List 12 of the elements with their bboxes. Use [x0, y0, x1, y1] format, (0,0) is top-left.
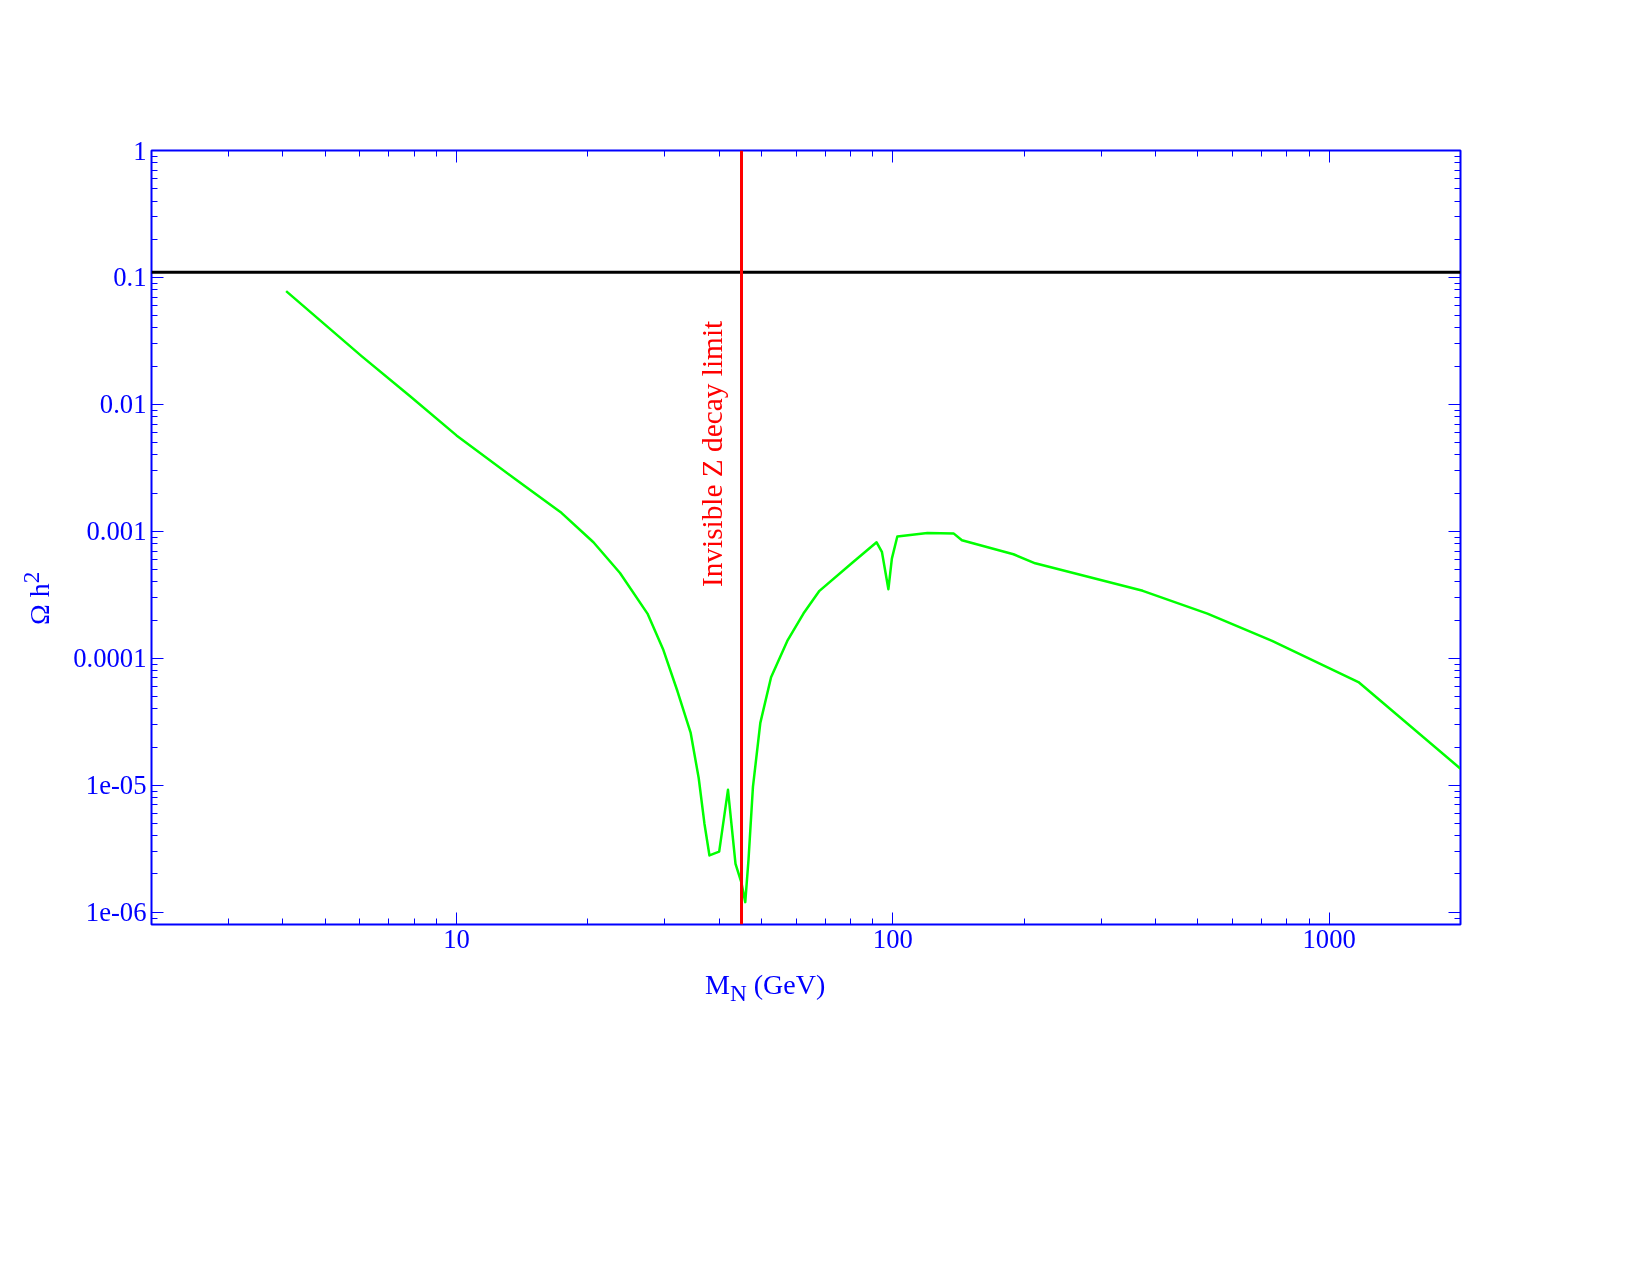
- y-tick-label: 0.0001: [73, 643, 147, 674]
- ref-line-label: Invisible Z decay limit: [695, 320, 728, 588]
- y-tick-label: 0.1: [113, 262, 147, 293]
- y-tick-label: 0.001: [86, 516, 147, 547]
- x-tick-label: 1000: [1302, 923, 1356, 954]
- x-tick-label: 10: [443, 923, 470, 954]
- x-axis-title: M$_{N}$ (GeV): [705, 968, 826, 1008]
- y-tick-label: 1: [133, 135, 147, 166]
- y-tick-label: 0.01: [99, 389, 147, 420]
- x-tick-label: 100: [872, 923, 913, 954]
- y-tick-label: 1e-05: [85, 770, 147, 801]
- y-tick-label: 1e-06: [85, 897, 147, 928]
